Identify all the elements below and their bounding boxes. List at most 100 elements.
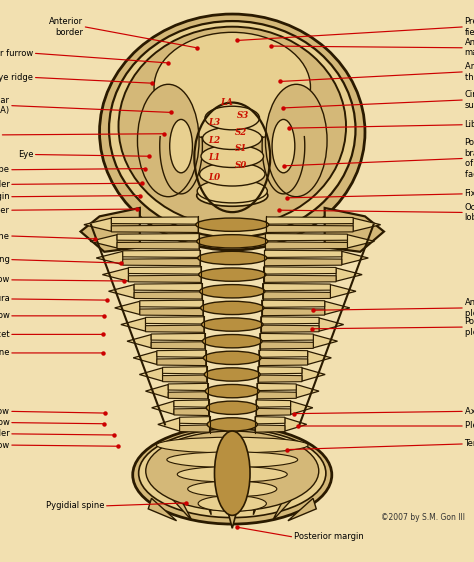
Polygon shape xyxy=(273,485,298,520)
Ellipse shape xyxy=(198,251,267,265)
Polygon shape xyxy=(102,268,128,281)
Text: S3: S3 xyxy=(237,111,249,120)
Polygon shape xyxy=(198,478,211,515)
Polygon shape xyxy=(111,217,198,224)
Ellipse shape xyxy=(156,437,308,453)
Ellipse shape xyxy=(170,119,192,173)
Polygon shape xyxy=(128,267,201,274)
Ellipse shape xyxy=(200,162,265,186)
Text: Pleura: Pleura xyxy=(0,294,9,303)
Polygon shape xyxy=(81,208,140,252)
Polygon shape xyxy=(146,384,168,398)
Text: Posterior
pleural band: Posterior pleural band xyxy=(465,318,474,337)
Ellipse shape xyxy=(202,127,262,149)
Polygon shape xyxy=(157,350,206,357)
Polygon shape xyxy=(134,283,202,291)
Polygon shape xyxy=(347,235,374,248)
Polygon shape xyxy=(266,217,353,224)
Ellipse shape xyxy=(196,218,269,232)
Ellipse shape xyxy=(197,235,268,248)
Text: Pygidial spine: Pygidial spine xyxy=(46,501,104,510)
Text: Border furrow: Border furrow xyxy=(0,49,33,58)
Ellipse shape xyxy=(146,431,319,511)
Ellipse shape xyxy=(197,179,267,203)
Ellipse shape xyxy=(199,268,266,282)
Polygon shape xyxy=(133,351,157,365)
Text: Pygidial border: Pygidial border xyxy=(0,429,9,438)
Polygon shape xyxy=(167,485,192,520)
Polygon shape xyxy=(260,342,313,349)
Ellipse shape xyxy=(188,481,277,497)
Polygon shape xyxy=(325,301,350,315)
Polygon shape xyxy=(258,367,302,374)
Text: Preglabellar
field: Preglabellar field xyxy=(465,17,474,37)
Text: Eye: Eye xyxy=(18,150,33,159)
Ellipse shape xyxy=(265,84,327,197)
Text: Border furrow: Border furrow xyxy=(0,441,9,450)
Polygon shape xyxy=(253,478,267,515)
Polygon shape xyxy=(111,225,198,233)
Text: Axial furrow: Axial furrow xyxy=(0,275,9,284)
Polygon shape xyxy=(152,401,174,414)
Text: Anterior
border: Anterior border xyxy=(49,17,83,37)
Polygon shape xyxy=(262,300,325,307)
Polygon shape xyxy=(261,317,319,324)
Ellipse shape xyxy=(207,418,257,431)
Text: S1: S1 xyxy=(235,144,247,153)
Text: Anterior
pleural band: Anterior pleural band xyxy=(465,298,474,318)
Polygon shape xyxy=(336,268,362,281)
Polygon shape xyxy=(330,284,356,298)
Text: ©2007 by S.M. Gon III: ©2007 by S.M. Gon III xyxy=(381,513,465,522)
Text: Terminal axial piece: Terminal axial piece xyxy=(465,439,474,448)
Text: Articulating facet: Articulating facet xyxy=(0,330,9,339)
Text: Pleural furrow: Pleural furrow xyxy=(0,311,9,320)
Text: Anterior
margin: Anterior margin xyxy=(465,38,474,57)
Polygon shape xyxy=(319,318,344,331)
Ellipse shape xyxy=(201,318,263,331)
Polygon shape xyxy=(266,225,353,233)
Polygon shape xyxy=(174,409,209,415)
Ellipse shape xyxy=(204,368,260,381)
Text: Circumocular
suture: Circumocular suture xyxy=(465,90,474,110)
Polygon shape xyxy=(146,317,204,324)
Polygon shape xyxy=(121,318,146,331)
Ellipse shape xyxy=(202,334,262,348)
Text: Fixigena: Fixigena xyxy=(465,189,474,198)
Polygon shape xyxy=(264,275,336,282)
Polygon shape xyxy=(168,383,208,391)
Polygon shape xyxy=(262,309,325,316)
Ellipse shape xyxy=(177,466,287,482)
Ellipse shape xyxy=(201,301,264,315)
Polygon shape xyxy=(140,309,203,316)
Ellipse shape xyxy=(201,145,264,167)
Text: S2: S2 xyxy=(235,128,247,137)
Text: Posterior border: Posterior border xyxy=(0,206,9,215)
Text: Pleural rib: Pleural rib xyxy=(465,422,474,430)
Polygon shape xyxy=(134,292,202,299)
Ellipse shape xyxy=(100,14,365,250)
Polygon shape xyxy=(163,375,207,382)
Polygon shape xyxy=(163,367,207,374)
Polygon shape xyxy=(174,400,209,407)
Text: Posterior margin: Posterior margin xyxy=(294,532,364,541)
Polygon shape xyxy=(257,383,296,391)
Polygon shape xyxy=(256,400,291,407)
Ellipse shape xyxy=(154,33,310,142)
Ellipse shape xyxy=(167,452,298,468)
Polygon shape xyxy=(146,325,204,332)
Polygon shape xyxy=(228,478,237,518)
Ellipse shape xyxy=(205,384,259,398)
Polygon shape xyxy=(308,351,331,365)
Polygon shape xyxy=(151,333,205,341)
Ellipse shape xyxy=(200,284,265,298)
Polygon shape xyxy=(263,283,330,291)
Polygon shape xyxy=(180,425,210,432)
Polygon shape xyxy=(123,259,200,266)
Polygon shape xyxy=(259,359,308,366)
Polygon shape xyxy=(117,234,199,241)
Polygon shape xyxy=(168,392,208,399)
Text: Occipital
lobe: Occipital lobe xyxy=(465,203,474,222)
Polygon shape xyxy=(285,418,307,431)
Polygon shape xyxy=(255,425,285,432)
Polygon shape xyxy=(84,218,111,232)
